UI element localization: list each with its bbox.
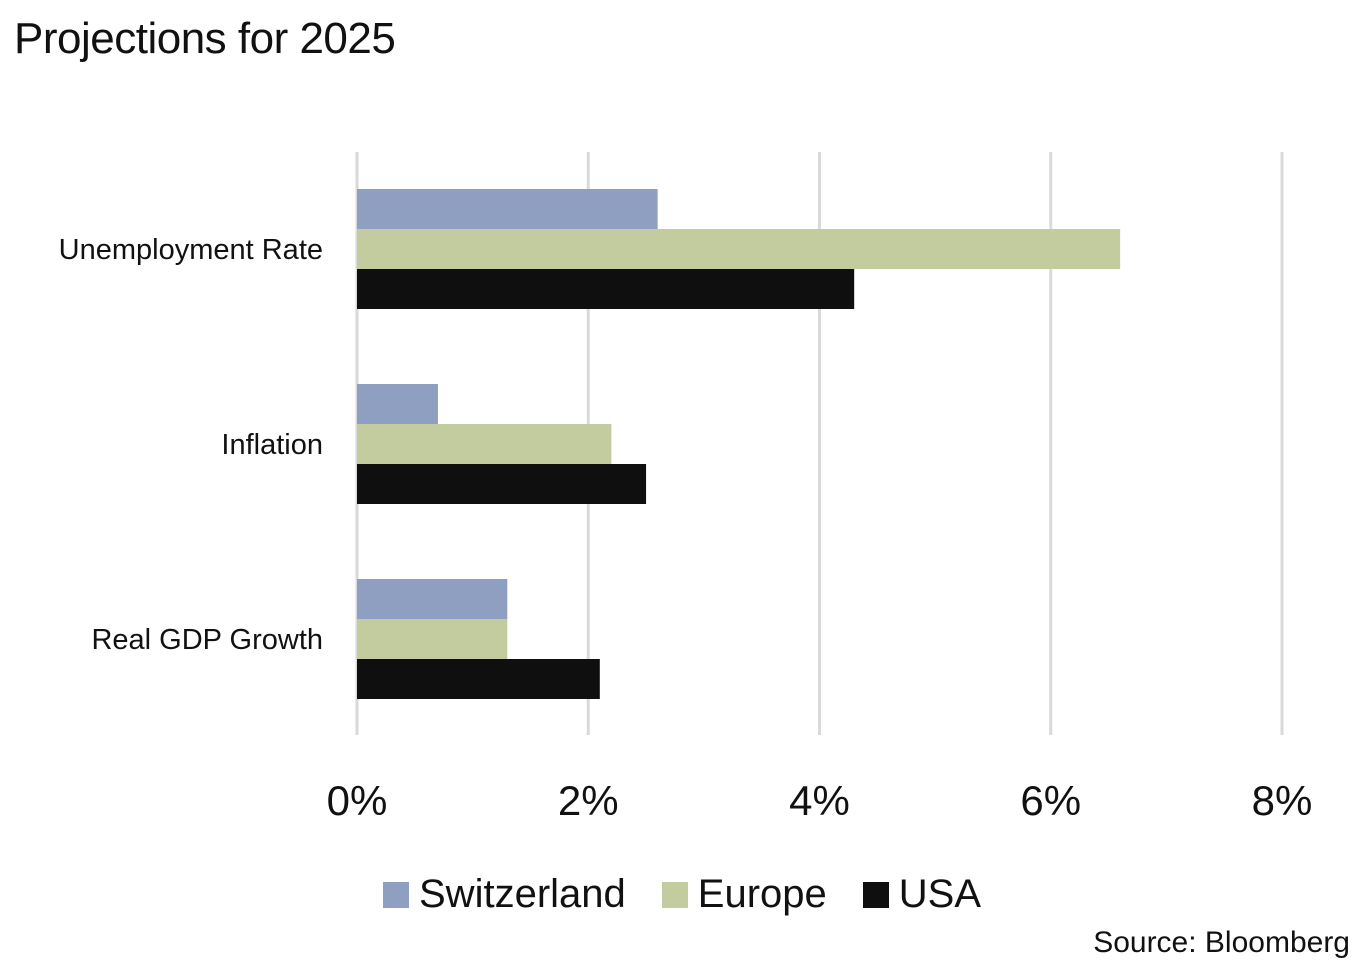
x-tick-label: 0%	[327, 777, 388, 824]
legend-item-switzerland: Switzerland	[383, 872, 626, 917]
x-tick-label: 2%	[558, 777, 619, 824]
category-label: Real GDP Growth	[91, 624, 323, 656]
bar-europe	[357, 619, 508, 659]
bar-europe	[357, 424, 612, 464]
legend-label: Europe	[697, 872, 827, 916]
bar-chart: 0% 2% 4% 6% 8% Unemployment Rate Inflation Real…	[59, 152, 1313, 824]
legend-swatch	[383, 881, 409, 908]
x-tick-label: 6%	[1020, 777, 1081, 824]
bar-usa	[357, 269, 855, 309]
bar-usa	[357, 659, 600, 699]
legend-swatch	[862, 881, 889, 908]
chart-title: Projections for 2025	[14, 14, 396, 63]
legend-label: Switzerland	[419, 872, 626, 916]
legend-swatch	[661, 881, 688, 908]
category-label: Unemployment Rate	[59, 234, 323, 266]
legend-label: USA	[898, 872, 981, 916]
bar-switzerland	[357, 579, 508, 619]
legend-item-europe: Europe	[661, 872, 827, 917]
legend-item-usa: USA	[862, 872, 981, 917]
bar-europe	[357, 229, 1121, 269]
bar-switzerland	[357, 384, 438, 424]
category-label: Inflation	[221, 429, 323, 461]
bar-switzerland	[357, 189, 658, 229]
x-tick-label: 8%	[1252, 777, 1313, 824]
bar-usa	[357, 464, 647, 504]
x-tick-label: 4%	[789, 777, 850, 824]
source-note: Source: Bloomberg	[1093, 926, 1350, 959]
legend: Switzerland Europe USA	[0, 872, 1364, 917]
